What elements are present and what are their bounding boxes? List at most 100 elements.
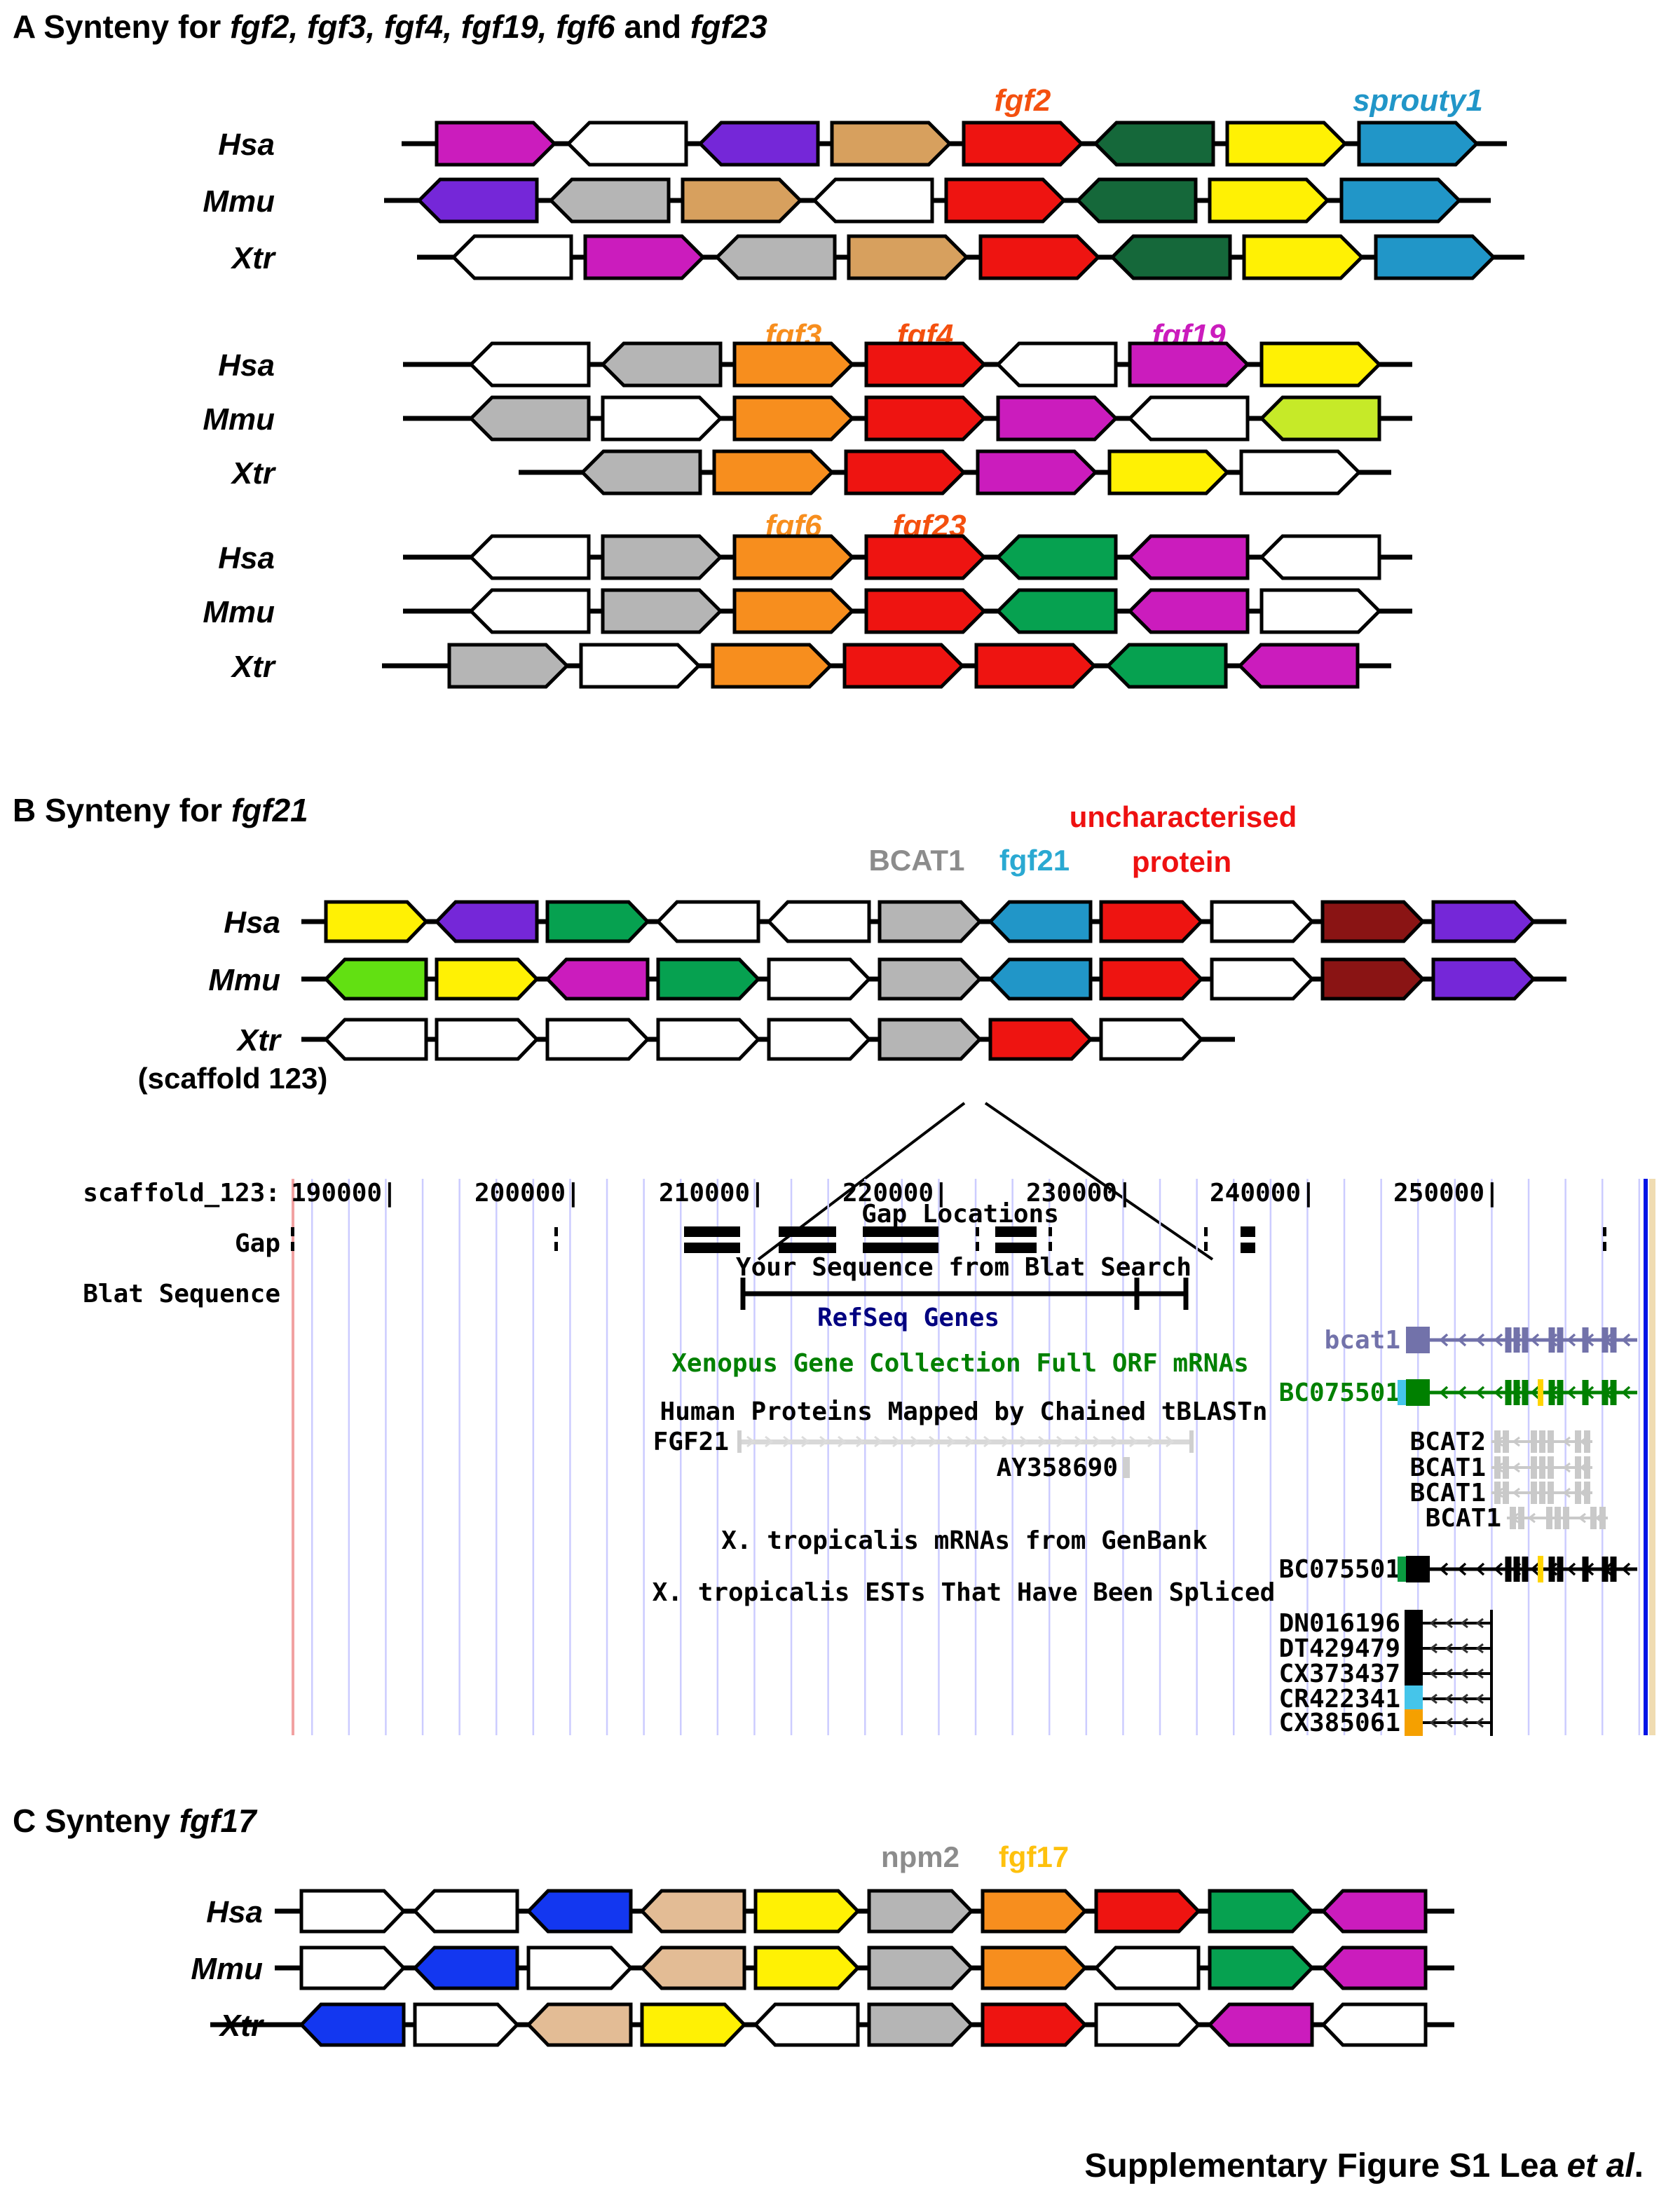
exon-bar xyxy=(1505,1380,1512,1405)
gray-gene-label: BCAT1 xyxy=(1426,1504,1501,1533)
gap-bar xyxy=(779,1226,836,1237)
exon-chevron xyxy=(1494,1562,1503,1576)
track-title: X. tropicalis mRNAs from GenBank xyxy=(721,1526,1208,1555)
grid-line xyxy=(311,1179,313,1735)
grid-line xyxy=(680,1179,682,1735)
gene-name-label: fgf2 xyxy=(995,83,1051,118)
exon-chevron xyxy=(1460,1668,1468,1679)
gray-gene-label: BCAT1 xyxy=(1410,1454,1486,1482)
synteny-row-mmu: Mmu xyxy=(203,395,1412,442)
exon-chevron xyxy=(765,1435,774,1448)
exon-chevron xyxy=(1111,1435,1120,1448)
gene-arrow xyxy=(1320,2002,1428,2047)
gene-arrow xyxy=(767,957,872,1001)
genome-browser: scaffold_123: Gap Blat Sequence 190000| 2000… xyxy=(83,1179,1655,1737)
gene-arrow xyxy=(639,1945,746,1990)
exon-bar xyxy=(1563,1507,1569,1529)
gap-bar xyxy=(1241,1226,1255,1237)
est-cx373437: CX373437 xyxy=(1279,1660,1493,1688)
exon-bar xyxy=(1505,1327,1512,1353)
gene-arrow xyxy=(601,534,723,580)
est-label: DT429479 xyxy=(1279,1634,1400,1663)
exon-bar xyxy=(1548,1430,1554,1453)
gene-arrow xyxy=(1259,341,1382,388)
grid-line xyxy=(1343,1179,1346,1735)
exon-chevron xyxy=(1621,1562,1631,1576)
figure-caption: Supplementary Figure S1 Lea et al. xyxy=(1084,2147,1644,2184)
grid-line xyxy=(901,1179,903,1735)
grid-line xyxy=(1527,1179,1530,1735)
gap-tick xyxy=(291,1242,294,1251)
synteny-row-hsa: Hsa xyxy=(224,900,1566,943)
exon-chevron xyxy=(1074,1435,1084,1448)
exon-chevron xyxy=(910,1435,920,1448)
gene-arrow xyxy=(844,449,967,495)
exon-chevron xyxy=(1566,1562,1576,1576)
synteny-block: npm2 fgf17 Hsa Mmu Xtr xyxy=(191,1840,1454,2047)
gap-bar xyxy=(863,1243,938,1253)
est-label: CR422341 xyxy=(1279,1685,1400,1714)
gene-arrow xyxy=(812,177,934,224)
gray-gene-label: BCAT2 xyxy=(1410,1428,1486,1456)
grid-line xyxy=(827,1179,829,1735)
grid-line xyxy=(532,1179,535,1735)
synteny-row-xtr: Xtr xyxy=(230,643,1391,689)
gene-name-label: fgf17 xyxy=(999,1840,1069,1873)
gene-arrow xyxy=(995,588,1118,634)
track-title: Human Proteins Mapped by Chained tBLASTn xyxy=(660,1397,1268,1426)
blat-tick xyxy=(1183,1278,1189,1310)
est-label: CX385061 xyxy=(1279,1709,1400,1737)
gap-bar xyxy=(684,1226,740,1237)
grid-line xyxy=(716,1179,719,1735)
gap-tick xyxy=(554,1227,558,1236)
panel-b-title: B Synteny for fgf21 xyxy=(13,792,308,828)
gap-tick xyxy=(1204,1227,1208,1236)
exon-bar xyxy=(1599,1507,1606,1529)
gene-arrow xyxy=(996,395,1119,442)
gene-arrow xyxy=(864,395,987,442)
gene-arrow xyxy=(753,1945,861,1990)
gene-arrow xyxy=(468,341,591,388)
grid-line xyxy=(938,1179,940,1735)
exon-chevron xyxy=(1566,1386,1576,1400)
gene-arrow xyxy=(1242,234,1365,280)
gene-arrow xyxy=(1099,1018,1204,1061)
est-end-tick xyxy=(1490,1660,1493,1687)
est-end-tick xyxy=(1490,1685,1493,1712)
gene-arrow xyxy=(1208,1889,1315,1934)
gene-arrow xyxy=(1259,395,1381,442)
gene-arrow xyxy=(864,341,987,388)
gene-arrow xyxy=(583,234,706,280)
gene-arrow xyxy=(1210,900,1315,943)
gene-arrow xyxy=(1259,534,1381,580)
gene-arrow xyxy=(435,121,557,167)
gene-arrow xyxy=(412,1889,519,1934)
gene-arrow xyxy=(468,588,591,634)
gap-tick xyxy=(1049,1227,1052,1236)
exon-chevron xyxy=(947,1435,956,1448)
coordinate-label: 210000| xyxy=(659,1179,765,1208)
gap-tick xyxy=(291,1227,294,1236)
sequence-start-line xyxy=(292,1179,294,1735)
exon-chevron xyxy=(1429,1693,1437,1704)
gene-arrow xyxy=(864,588,987,634)
grid-line xyxy=(1159,1179,1161,1735)
gene-arrow xyxy=(1093,1945,1201,1990)
grid-line xyxy=(864,1179,866,1735)
exon-bar xyxy=(1503,1482,1509,1504)
exon-chevron xyxy=(1129,1435,1138,1448)
gene-arrow xyxy=(1208,1945,1315,1990)
gene-arrow xyxy=(640,2002,747,2047)
utr-box xyxy=(1398,1380,1406,1405)
gene-arrow xyxy=(655,900,760,943)
exon-chevron xyxy=(1445,1717,1453,1728)
exon-chevron xyxy=(819,1435,828,1448)
gap-bar xyxy=(684,1243,740,1253)
est-cx385061: CX385061 xyxy=(1279,1709,1493,1737)
exon-bar xyxy=(1522,1380,1529,1405)
protein-label: FGF21 xyxy=(653,1428,729,1456)
exon-chevron xyxy=(1457,1333,1467,1347)
gene-arrow xyxy=(877,900,983,943)
